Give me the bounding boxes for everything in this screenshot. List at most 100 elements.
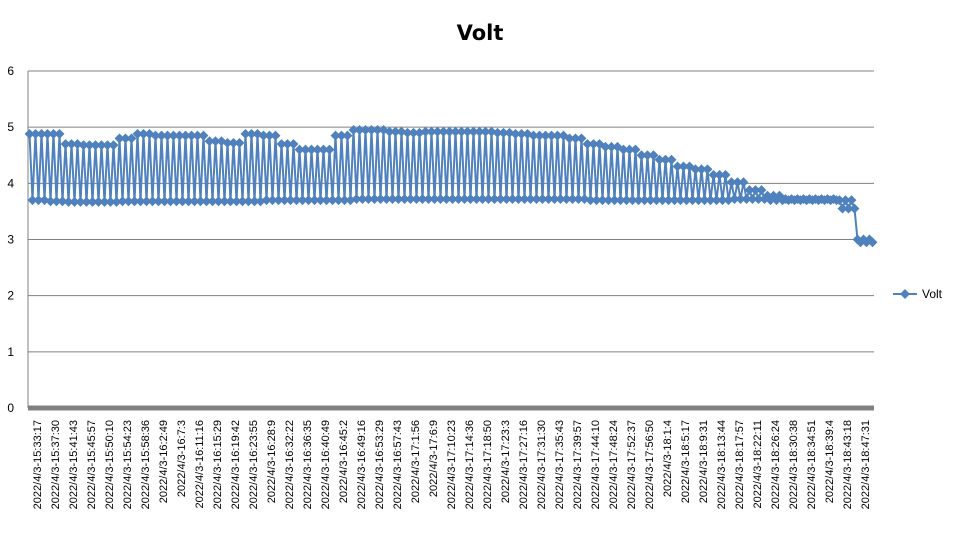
data-point xyxy=(150,130,161,141)
data-point xyxy=(48,128,59,139)
x-tick-label: 2022/4/3-16:15:29 xyxy=(212,420,224,509)
data-point xyxy=(495,194,506,205)
legend-entry-volt: Volt xyxy=(922,287,943,301)
data-point xyxy=(240,128,251,139)
x-tick-label: 2022/4/3-17:31:30 xyxy=(536,420,548,509)
data-point xyxy=(576,133,587,144)
data-point xyxy=(624,144,635,155)
data-point xyxy=(51,196,62,207)
data-point xyxy=(699,195,710,206)
data-point xyxy=(606,141,617,152)
data-point xyxy=(369,194,380,205)
x-tick-label: 2022/4/3-18:9:31 xyxy=(698,420,710,503)
data-point xyxy=(423,194,434,205)
data-point xyxy=(69,196,80,207)
data-point xyxy=(33,195,44,206)
x-tick-label: 2022/4/3-17:27:16 xyxy=(518,420,530,509)
data-point xyxy=(192,130,203,141)
data-point xyxy=(60,139,71,149)
data-point xyxy=(567,194,578,205)
data-point xyxy=(510,128,521,139)
data-point xyxy=(273,195,284,206)
data-point xyxy=(708,169,719,180)
data-point xyxy=(513,194,524,205)
x-tick-label: 2022/4/3-16:40:49 xyxy=(320,420,332,509)
data-point xyxy=(432,126,443,137)
data-point xyxy=(615,195,626,206)
x-tick-label: 2022/4/3-16:49:16 xyxy=(356,420,368,509)
data-point xyxy=(75,196,86,207)
data-point xyxy=(42,128,53,139)
x-tick-label: 2022/4/3-18:17:57 xyxy=(734,420,746,509)
data-point xyxy=(237,196,248,207)
data-point xyxy=(738,177,749,188)
data-point xyxy=(417,194,428,205)
x-tick-label: 2022/4/3-17:56:50 xyxy=(644,420,656,509)
data-point xyxy=(696,164,707,175)
data-point xyxy=(702,164,713,175)
data-point xyxy=(327,195,338,206)
data-point xyxy=(525,194,536,205)
data-point xyxy=(480,126,491,137)
data-point xyxy=(468,126,479,137)
data-point xyxy=(609,195,620,206)
x-tick-label: 2022/4/3-15:50:10 xyxy=(104,420,116,509)
data-point xyxy=(132,128,143,139)
data-point xyxy=(459,194,470,205)
data-point xyxy=(456,126,467,137)
y-tick-label: 5 xyxy=(7,120,14,134)
data-point xyxy=(531,194,542,205)
x-tick-label: 2022/4/3-17:14:36 xyxy=(464,420,476,509)
data-point xyxy=(195,196,206,207)
data-point xyxy=(663,195,674,206)
data-point xyxy=(162,130,173,141)
data-point xyxy=(147,196,158,207)
data-point xyxy=(213,196,224,207)
data-point xyxy=(276,139,287,149)
data-point xyxy=(87,196,98,207)
data-point xyxy=(24,128,35,139)
data-point xyxy=(315,195,326,206)
data-point xyxy=(117,196,128,207)
data-point xyxy=(426,126,437,137)
data-point xyxy=(585,195,596,206)
data-point xyxy=(705,195,716,206)
data-point xyxy=(243,196,254,207)
data-point xyxy=(189,196,200,207)
data-point xyxy=(174,130,185,141)
chart-title: Volt xyxy=(457,21,504,45)
data-point xyxy=(654,154,665,165)
y-tick-label: 6 xyxy=(7,64,14,78)
data-point xyxy=(462,126,473,137)
data-point xyxy=(291,195,302,206)
x-tick-label: 2022/4/3-15:45:57 xyxy=(86,420,98,509)
data-point xyxy=(111,196,122,207)
data-point xyxy=(435,194,446,205)
data-point xyxy=(675,195,686,206)
data-point xyxy=(336,130,347,141)
data-point xyxy=(384,126,395,137)
x-tick-label: 2022/4/3-18:43:18 xyxy=(842,420,854,509)
x-tick-label: 2022/4/3-17:1:56 xyxy=(410,420,422,503)
data-point xyxy=(321,195,332,206)
data-point xyxy=(204,136,215,147)
data-point xyxy=(528,130,539,141)
data-point xyxy=(81,196,92,207)
x-tick-label: 2022/4/3-17:18:50 xyxy=(482,420,494,509)
data-point xyxy=(600,141,611,152)
data-point xyxy=(729,194,740,205)
data-point xyxy=(444,126,455,137)
data-point xyxy=(93,196,104,207)
data-point xyxy=(726,177,737,188)
data-point xyxy=(681,195,692,206)
x-tick-label: 2022/4/3-16:19:42 xyxy=(230,420,242,509)
data-point xyxy=(312,144,323,155)
x-tick-label: 2022/4/3-17:6:9 xyxy=(428,420,440,497)
data-point xyxy=(672,161,683,172)
data-point xyxy=(36,128,47,139)
data-point xyxy=(279,195,290,206)
x-tick-label: 2022/4/3-18:47:31 xyxy=(860,420,872,509)
data-point xyxy=(630,144,641,155)
data-point xyxy=(483,194,494,205)
x-tick-label: 2022/4/3-18:1:4 xyxy=(662,420,674,497)
